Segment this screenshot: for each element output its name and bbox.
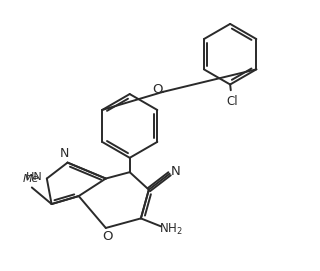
Text: N: N [60, 147, 69, 160]
Text: NH$_2$: NH$_2$ [159, 222, 182, 237]
Text: O: O [102, 230, 112, 243]
Text: Cl: Cl [226, 95, 237, 108]
Text: Me: Me [23, 175, 39, 185]
Text: O: O [152, 83, 163, 96]
Text: HN: HN [26, 172, 43, 182]
Text: N: N [171, 165, 181, 178]
